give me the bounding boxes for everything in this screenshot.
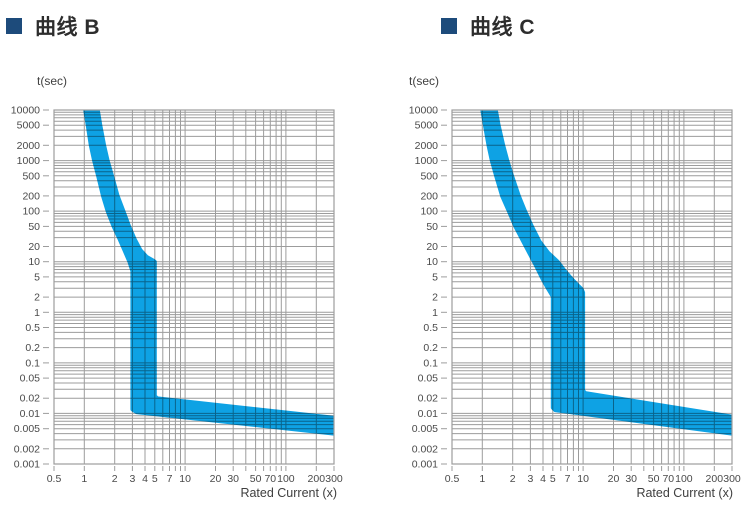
trip-band bbox=[480, 110, 732, 436]
x-axis-title: Rated Current (x) bbox=[636, 486, 733, 500]
x-tick-label: 300 bbox=[325, 473, 343, 485]
x-tick-label: 70 bbox=[264, 473, 276, 485]
x-tick-label: 0.5 bbox=[445, 473, 460, 485]
y-tick-label: 0.005 bbox=[14, 423, 40, 435]
x-tick-label: 4 bbox=[540, 473, 546, 485]
y-tick-label: 50 bbox=[28, 221, 40, 233]
trip-curve-chart-b: 0.5 1 2 3 4 5 7 10 20 30 50 70 100 200 300100005000200… bbox=[11, 105, 343, 486]
x-tick-label: 5 bbox=[152, 473, 158, 485]
y-tick-label: 0.01 bbox=[20, 408, 41, 420]
trip-band bbox=[83, 110, 334, 436]
y-tick-label: 0.1 bbox=[25, 357, 40, 369]
x-tick-label: 5 bbox=[550, 473, 556, 485]
y-tick-label: 5000 bbox=[17, 120, 41, 132]
y-tick-label: 1000 bbox=[17, 155, 41, 167]
tick-labels: 0.5 1 2 3 4 5 7 10 20 30 50 70 100 200 300100005000200… bbox=[409, 105, 741, 486]
curve-c-title: 曲线 C bbox=[441, 11, 535, 41]
x-axis-title: Rated Current (x) bbox=[240, 486, 337, 500]
y-tick-label: 10 bbox=[426, 256, 438, 268]
y-tick-label: 0.02 bbox=[418, 393, 439, 405]
y-tick-label: 200 bbox=[22, 190, 40, 202]
y-tick-label: 1 bbox=[34, 307, 40, 319]
y-tick-label: 10000 bbox=[11, 105, 40, 117]
y-tick-label: 0.2 bbox=[25, 342, 40, 354]
curve-b-title: 曲线 B bbox=[6, 11, 100, 41]
y-tick-label: 2000 bbox=[17, 140, 41, 152]
axis-ticks bbox=[43, 109, 335, 471]
x-tick-label: 50 bbox=[250, 473, 262, 485]
y-tick-label: 0.05 bbox=[20, 373, 41, 385]
x-tick-label: 7 bbox=[565, 473, 571, 485]
y-tick-label: 2 bbox=[34, 292, 40, 304]
title-bullet-icon bbox=[441, 18, 457, 34]
x-tick-label: 2 bbox=[510, 473, 516, 485]
x-tick-label: 0.5 bbox=[47, 473, 62, 485]
tick-labels: 0.5 1 2 3 4 5 7 10 20 30 50 70 100 200 300100005000200… bbox=[11, 105, 343, 486]
x-tick-label: 30 bbox=[625, 473, 637, 485]
x-tick-label: 50 bbox=[648, 473, 660, 485]
y-tick-label: 5 bbox=[432, 271, 438, 283]
curve-b-title-text: 曲线 B bbox=[35, 16, 100, 39]
x-tick-label: 10 bbox=[577, 473, 589, 485]
plot-border bbox=[451, 109, 733, 465]
y-tick-label: 0.5 bbox=[423, 322, 438, 334]
y-tick-label: 0.1 bbox=[423, 357, 438, 369]
x-tick-label: 7 bbox=[167, 473, 173, 485]
y-tick-label: 0.01 bbox=[418, 408, 439, 420]
title-bullet-icon bbox=[6, 18, 22, 34]
y-tick-label: 1 bbox=[432, 307, 438, 319]
y-tick-label: 10000 bbox=[409, 105, 438, 117]
x-tick-label: 300 bbox=[723, 473, 741, 485]
y-tick-label: 0.002 bbox=[412, 443, 438, 455]
x-tick-label: 1 bbox=[81, 473, 87, 485]
y-tick-label: 200 bbox=[420, 190, 438, 202]
x-tick-label: 3 bbox=[129, 473, 135, 485]
grid bbox=[452, 110, 732, 464]
y-axis-unit-label: t(sec) bbox=[409, 74, 439, 88]
x-tick-label: 3 bbox=[527, 473, 533, 485]
trip-curve-chart-c: 0.5 1 2 3 4 5 7 10 20 30 50 70 100 200 300100005000200… bbox=[409, 105, 741, 486]
y-tick-label: 500 bbox=[420, 170, 438, 182]
x-tick-label: 1 bbox=[479, 473, 485, 485]
y-tick-label: 0.005 bbox=[412, 423, 438, 435]
curve-c-title-text: 曲线 C bbox=[470, 16, 535, 39]
y-tick-label: 0.2 bbox=[423, 342, 438, 354]
axis-ticks bbox=[441, 109, 733, 471]
curve-b-panel: 曲线 B t(sec) 0.5 1 2 3 4 5 7 10 20 30 50 70 100 200 300… bbox=[6, 11, 343, 500]
x-tick-label: 4 bbox=[142, 473, 148, 485]
y-tick-label: 1000 bbox=[415, 155, 439, 167]
x-tick-label: 200 bbox=[706, 473, 724, 485]
x-tick-label: 2 bbox=[112, 473, 118, 485]
y-tick-label: 10 bbox=[28, 256, 40, 268]
grid bbox=[54, 110, 334, 464]
plot-border bbox=[53, 109, 335, 465]
y-tick-label: 100 bbox=[420, 206, 438, 218]
y-tick-label: 0.05 bbox=[418, 373, 439, 385]
y-tick-label: 2000 bbox=[415, 140, 439, 152]
y-tick-label: 50 bbox=[426, 221, 438, 233]
y-tick-label: 0.5 bbox=[25, 322, 40, 334]
y-axis-unit-label: t(sec) bbox=[37, 74, 67, 88]
x-tick-label: 20 bbox=[608, 473, 620, 485]
y-tick-label: 0.002 bbox=[14, 443, 40, 455]
x-tick-label: 200 bbox=[308, 473, 326, 485]
y-tick-label: 0.02 bbox=[20, 393, 41, 405]
y-tick-label: 0.001 bbox=[412, 459, 438, 471]
y-tick-label: 5000 bbox=[415, 120, 439, 132]
y-tick-label: 5 bbox=[34, 271, 40, 283]
x-tick-label: 70 bbox=[662, 473, 674, 485]
x-tick-label: 20 bbox=[210, 473, 222, 485]
x-tick-label: 100 bbox=[675, 473, 693, 485]
x-tick-label: 30 bbox=[227, 473, 239, 485]
y-tick-label: 20 bbox=[28, 241, 40, 253]
y-tick-label: 2 bbox=[432, 292, 438, 304]
y-tick-label: 500 bbox=[22, 170, 40, 182]
x-tick-label: 10 bbox=[179, 473, 191, 485]
y-tick-label: 20 bbox=[426, 241, 438, 253]
y-tick-label: 100 bbox=[22, 206, 40, 218]
y-tick-label: 0.001 bbox=[14, 459, 40, 471]
x-tick-label: 100 bbox=[277, 473, 295, 485]
curve-c-panel: 曲线 C t(sec) 0.5 1 2 3 4 5 7 10 20 30 50 70 100 200 300… bbox=[375, 0, 750, 515]
